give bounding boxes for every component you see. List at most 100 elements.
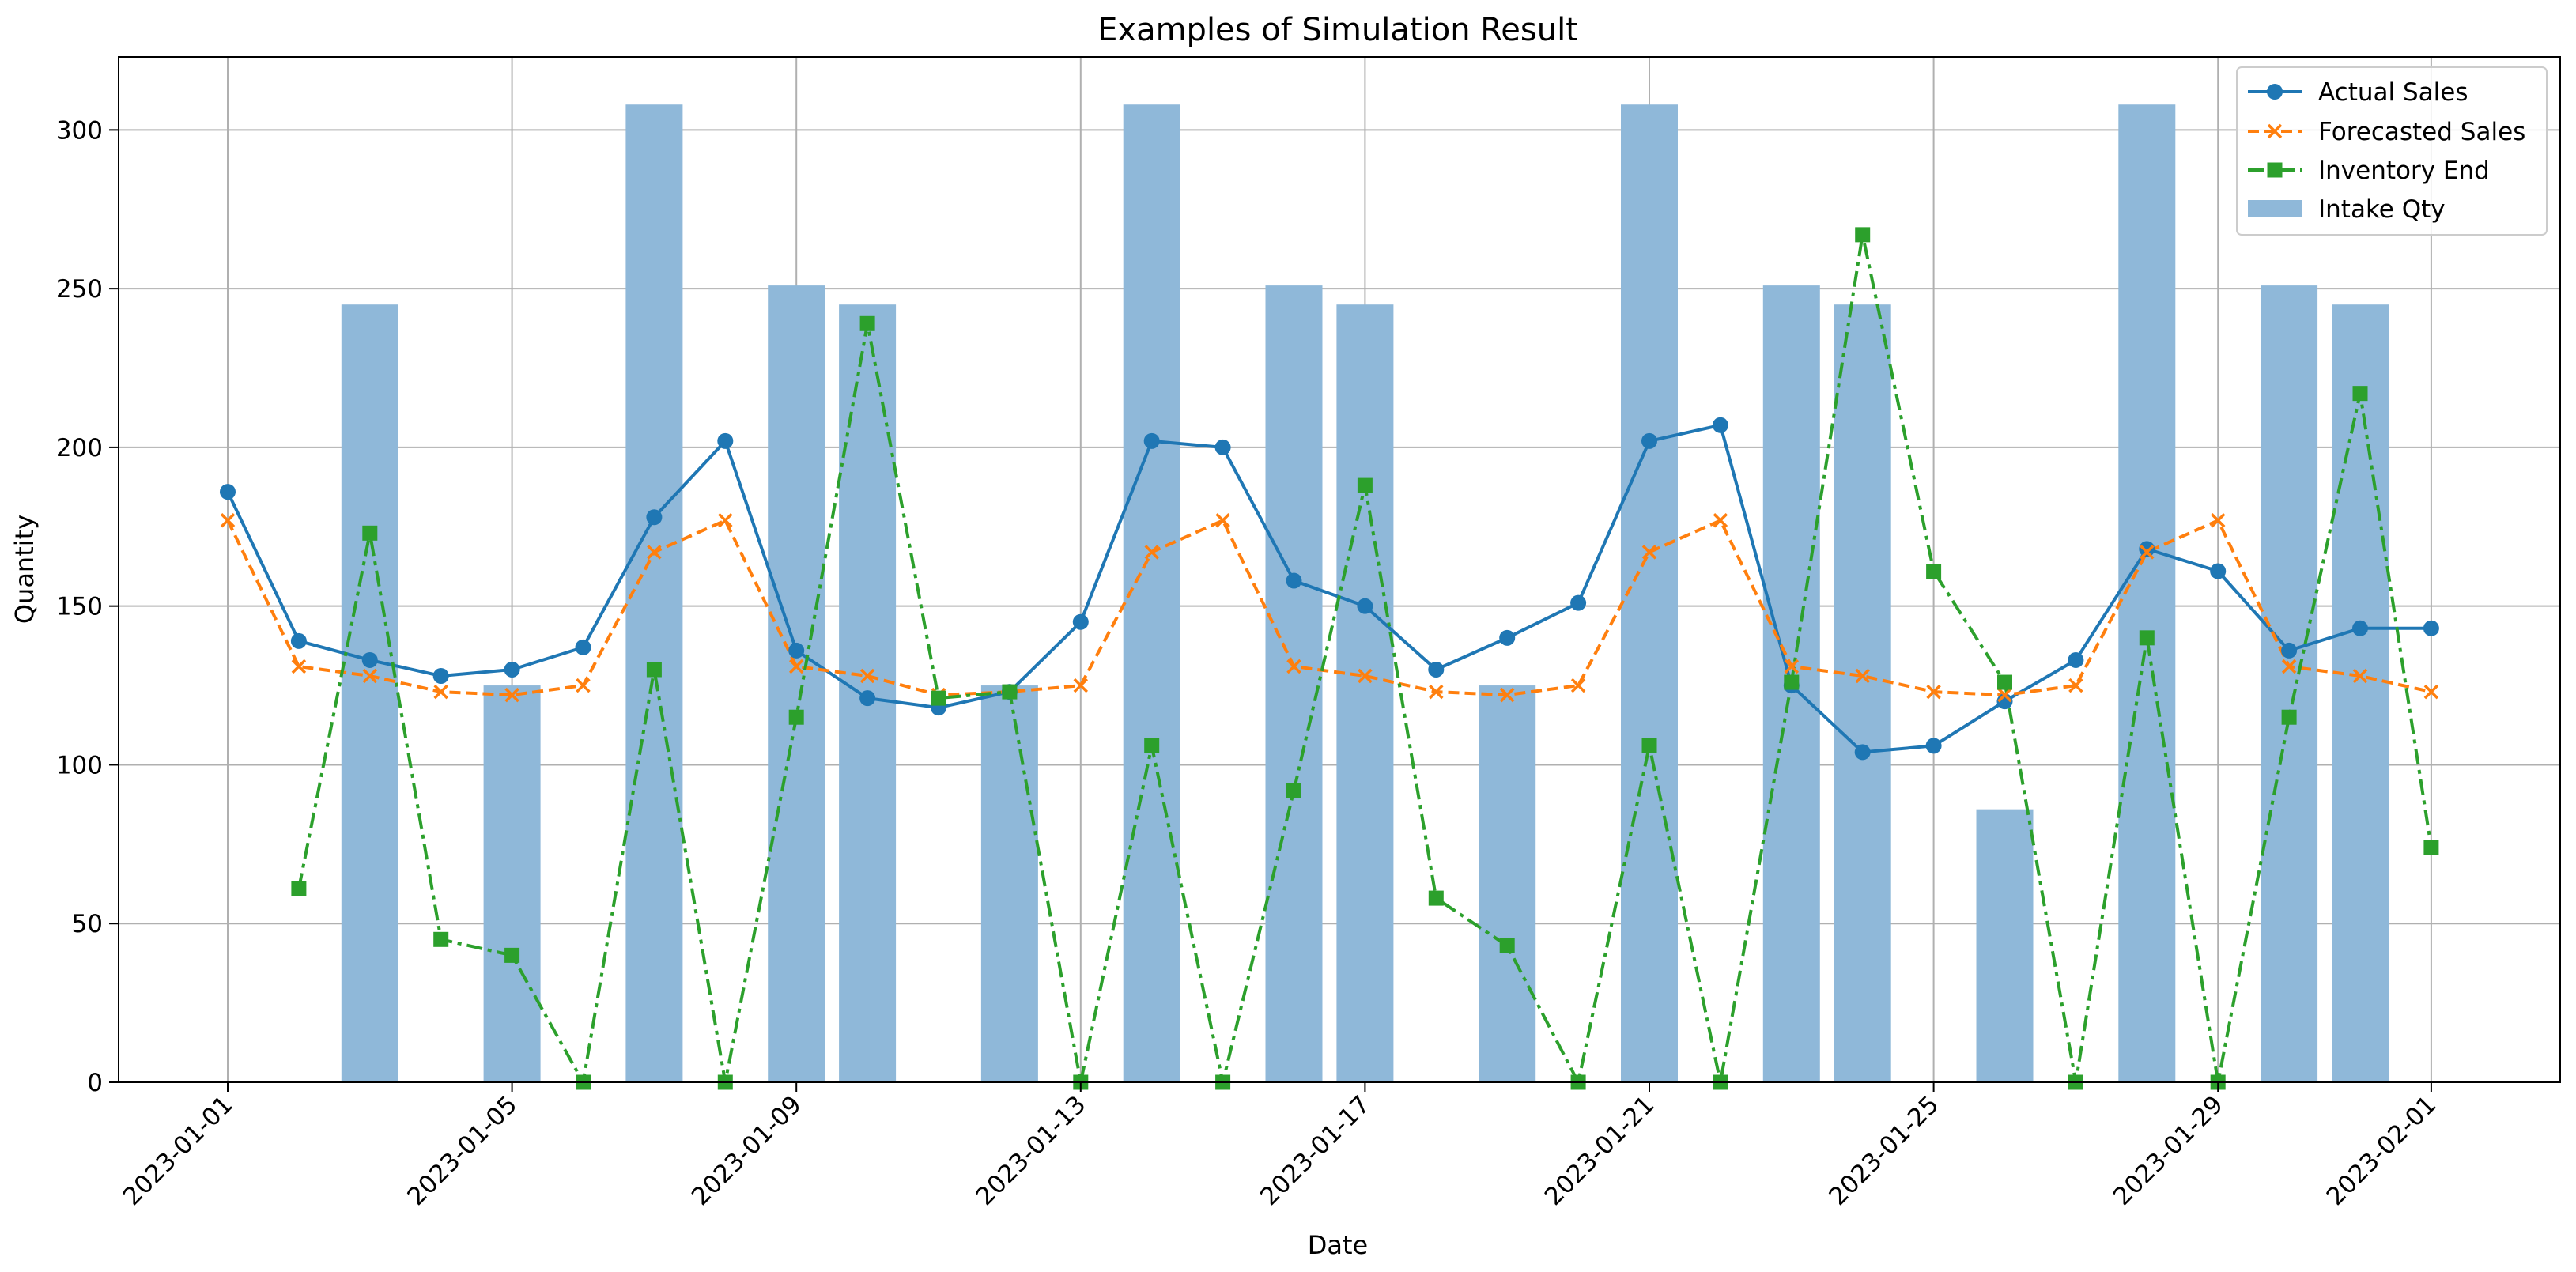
y-tick-label: 300 bbox=[56, 116, 103, 145]
x-marker-stroke bbox=[2267, 123, 2283, 139]
x-marker-stroke bbox=[1926, 684, 1941, 700]
legend-actual-sales-label: Actual Sales bbox=[2318, 78, 2468, 107]
y-tick-label: 100 bbox=[56, 751, 103, 779]
actual-sales-point bbox=[2210, 563, 2227, 579]
x-marker-stroke bbox=[2281, 659, 2297, 674]
forecasted-sales-point bbox=[1286, 659, 1301, 674]
x-marker-stroke bbox=[291, 659, 307, 674]
actual-sales-point bbox=[1712, 417, 1728, 433]
x-marker-stroke bbox=[220, 513, 236, 528]
x-marker-stroke bbox=[1215, 513, 1230, 528]
legend-forecasted-sales-label: Forecasted Sales bbox=[2318, 118, 2525, 146]
forecasted-sales-point bbox=[1073, 678, 1089, 693]
intake-bar bbox=[1834, 304, 1891, 1083]
x-marker-stroke bbox=[647, 545, 662, 560]
inventory-end-point bbox=[788, 709, 804, 725]
intake-bar bbox=[1479, 685, 1536, 1082]
intake-bar bbox=[980, 685, 1038, 1082]
inventory-end-point bbox=[1499, 938, 1515, 953]
x-marker-stroke bbox=[1429, 684, 1444, 700]
forecasted-sales-point bbox=[1499, 687, 1515, 703]
x-axis-label: Date bbox=[1308, 1230, 1368, 1260]
x-marker-stroke bbox=[1997, 687, 2012, 703]
inventory-end-point bbox=[859, 315, 875, 331]
forecasted-sales-point bbox=[1713, 513, 1728, 528]
forecasted-sales-point bbox=[2352, 668, 2368, 684]
actual-sales-point bbox=[290, 632, 307, 649]
actual-sales-point bbox=[1641, 432, 1657, 449]
forecasted-sales-line bbox=[226, 519, 2432, 697]
intake-bar bbox=[2332, 304, 2389, 1083]
intake-bar bbox=[341, 304, 398, 1083]
forecasted-sales-point bbox=[1570, 678, 1586, 693]
intake-bar bbox=[1336, 304, 1394, 1083]
actual-sales-point bbox=[1214, 439, 1231, 455]
inventory-end-point bbox=[2423, 840, 2439, 855]
actual-sales-point bbox=[504, 661, 520, 678]
forecasted-sales-point bbox=[1358, 668, 1373, 684]
actual-sales-point bbox=[717, 432, 734, 449]
inventory-end-point bbox=[433, 931, 449, 947]
inventory-end-point bbox=[1641, 738, 1657, 753]
legend-intake-qty-swatch bbox=[2248, 200, 2302, 217]
y-tick-label: 250 bbox=[56, 275, 103, 304]
forecasted-sales-point bbox=[2140, 545, 2155, 560]
actual-sales-point bbox=[859, 690, 876, 707]
x-marker-stroke bbox=[2210, 513, 2226, 528]
actual-sales-point bbox=[220, 484, 236, 500]
actual-sales-point bbox=[1286, 572, 1302, 589]
inventory-end-point bbox=[931, 690, 946, 706]
forecasted-sales-point bbox=[859, 668, 875, 684]
actual-sales-point bbox=[1854, 744, 1871, 761]
x-marker-stroke bbox=[1713, 513, 1728, 528]
actual-sales-point bbox=[788, 642, 805, 659]
forecasted-sales-point bbox=[291, 659, 307, 674]
forecasted-sales-point bbox=[1855, 668, 1870, 684]
intake-bar bbox=[768, 285, 825, 1082]
x-marker-stroke bbox=[1144, 545, 1159, 560]
legend-box bbox=[2236, 66, 2548, 236]
inventory-end-point bbox=[1002, 684, 1018, 700]
x-marker-stroke bbox=[1286, 659, 1301, 674]
actual-sales-point bbox=[2423, 620, 2439, 636]
intake-bar bbox=[625, 104, 683, 1083]
y-tick-label: 200 bbox=[56, 434, 103, 462]
x-marker-stroke bbox=[1784, 659, 1800, 674]
inventory-end-point bbox=[1997, 674, 2012, 690]
forecasted-sales-point bbox=[1641, 545, 1657, 560]
inventory-end-point bbox=[291, 881, 307, 896]
forecasted-sales-point bbox=[718, 513, 733, 528]
intake-bar bbox=[2118, 104, 2176, 1083]
forecasted-sales-point bbox=[647, 545, 662, 560]
actual-sales-point bbox=[1143, 432, 1160, 449]
x-marker-stroke bbox=[2140, 545, 2155, 560]
inventory-end-point bbox=[1357, 477, 1373, 493]
x-marker-stroke bbox=[859, 668, 875, 684]
inventory-end-point bbox=[1926, 564, 1942, 579]
actual-sales-point bbox=[432, 668, 449, 685]
intake-bar bbox=[1621, 104, 1678, 1083]
inventory-end-point bbox=[2139, 630, 2155, 646]
forecasted-sales-point bbox=[1784, 659, 1800, 674]
forecasted-sales-point bbox=[504, 687, 519, 703]
forecasted-sales-point bbox=[576, 678, 591, 693]
inventory-end-point bbox=[1286, 783, 1301, 798]
actual-sales-point bbox=[1570, 594, 1587, 611]
y-tick-label: 0 bbox=[87, 1069, 103, 1097]
x-marker-stroke bbox=[2068, 678, 2083, 693]
x-marker-stroke bbox=[433, 684, 448, 700]
forecasted-sales-point bbox=[2423, 684, 2439, 700]
actual-sales-point bbox=[1428, 661, 1445, 678]
x-marker-stroke bbox=[1855, 668, 1870, 684]
forecasted-sales-point bbox=[1144, 545, 1159, 560]
x-marker-stroke bbox=[1499, 687, 1515, 703]
chart-title: Examples of Simulation Result bbox=[1097, 12, 1578, 48]
forecasted-sales-point bbox=[1429, 684, 1444, 700]
forecasted-sales-point bbox=[362, 668, 378, 684]
actual-sales-point bbox=[575, 639, 591, 655]
inventory-end-point bbox=[1784, 674, 1800, 690]
inventory-end-point bbox=[2352, 386, 2368, 402]
x-marker-stroke bbox=[576, 678, 591, 693]
intake-bar bbox=[1265, 285, 1323, 1082]
forecasted-sales-point bbox=[2068, 678, 2083, 693]
